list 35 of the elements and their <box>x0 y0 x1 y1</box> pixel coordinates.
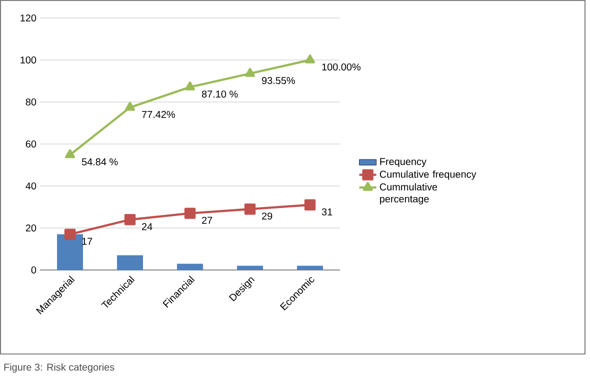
data-label: 29 <box>262 212 272 220</box>
legend-label: Cummulative percentage <box>380 183 438 204</box>
data-label: 100.00% <box>322 63 361 71</box>
y-tick-label: 20 <box>26 224 36 232</box>
bar <box>237 266 264 270</box>
data-label: 27 <box>202 216 212 224</box>
data-label: 77.42% <box>142 110 175 118</box>
point <box>125 102 135 111</box>
bar <box>297 266 324 270</box>
y-tick-label: 60 <box>26 140 36 148</box>
data-label: 54.84 % <box>82 158 118 166</box>
point <box>185 81 195 90</box>
point <box>124 214 136 226</box>
point <box>64 228 76 240</box>
point <box>184 208 196 219</box>
point <box>244 204 256 215</box>
point <box>305 54 315 64</box>
point <box>245 68 255 77</box>
bar <box>177 264 204 270</box>
y-tick-label: 80 <box>26 98 36 106</box>
legend-label: Cumulative frequency <box>380 170 476 180</box>
caption: Figure 3: Risk categories <box>4 363 114 373</box>
point <box>304 199 316 210</box>
legend-label: Frequency <box>380 158 426 168</box>
y-tick-label: 100 <box>20 56 36 64</box>
y-tick-label: 40 <box>26 182 36 190</box>
data-label: 93.55% <box>262 77 295 84</box>
data-label: 24 <box>142 223 152 230</box>
y-tick-label: 0 <box>31 266 36 274</box>
bar <box>117 255 144 270</box>
data-label: 87.10 % <box>202 90 238 98</box>
bar <box>57 234 83 270</box>
point <box>65 149 75 158</box>
y-tick-label: 120 <box>20 14 36 22</box>
data-label: 31 <box>322 208 332 216</box>
